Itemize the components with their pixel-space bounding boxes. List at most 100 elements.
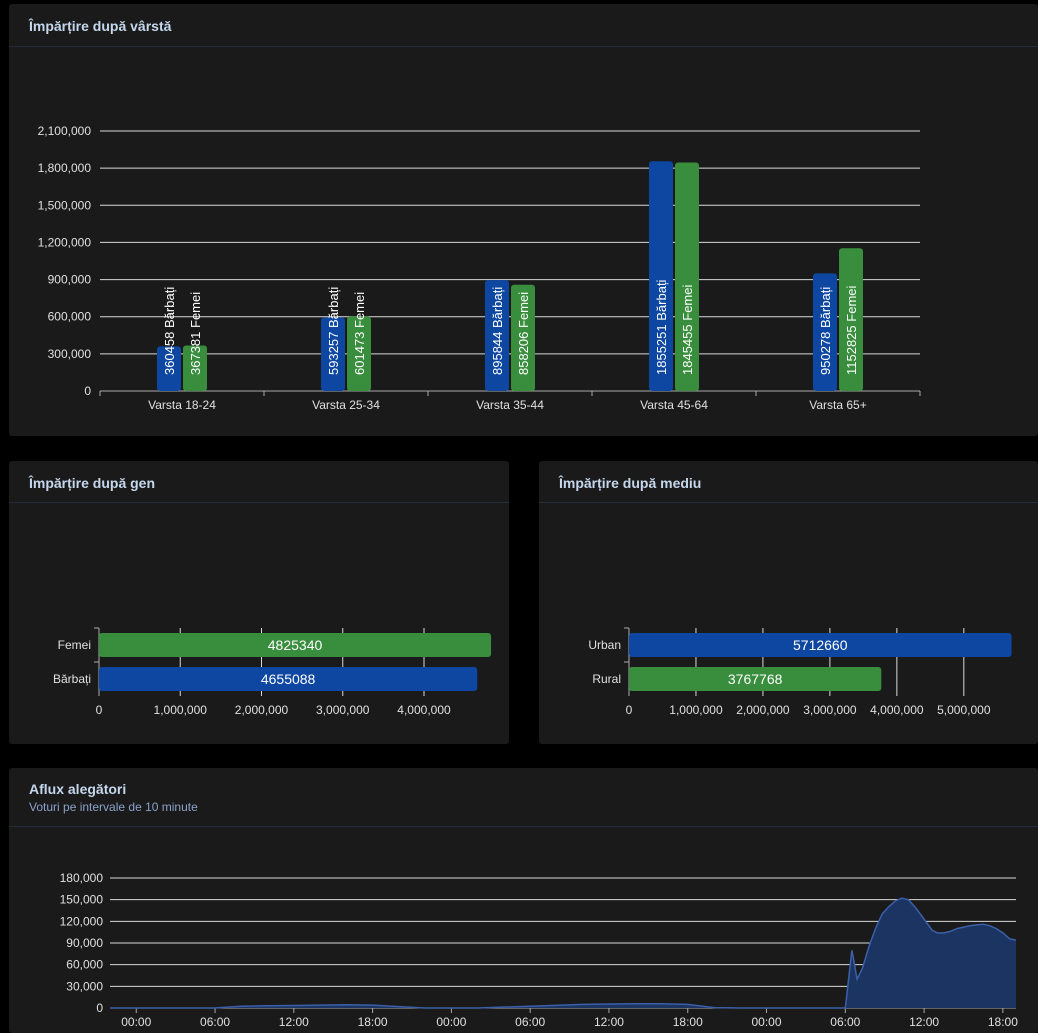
flow-panel-title: Aflux alegători <box>29 781 127 797</box>
data-label-series: Bărbați <box>490 287 505 328</box>
x-tick-label: 00:00 <box>436 1015 466 1029</box>
data-label-value: 950278 <box>818 332 833 375</box>
x-tick-label: 2,000,000 <box>235 703 289 717</box>
y-tick-label: 90,000 <box>66 936 103 950</box>
y-tick-label: 120,000 <box>60 914 104 928</box>
age-panel-header: Împărțire după vârstă <box>9 4 1038 47</box>
bar <box>629 667 882 691</box>
area-fill <box>110 898 1016 1008</box>
environment-panel-header: Împărțire după mediu <box>539 461 1038 503</box>
y-tick-label: Urban <box>588 638 621 652</box>
gender-panel: Împărțire după gen 0 1,000,000 2,000,000 3,… <box>9 461 509 744</box>
data-label-series: Bărbați <box>654 279 669 320</box>
data-label-value: 895844 <box>490 332 505 375</box>
x-tick-label: 3,000,000 <box>316 703 370 717</box>
x-tick-label: 5,000,000 <box>937 703 991 717</box>
x-tick-label: 0 <box>626 703 633 717</box>
y-tick-label: 300,000 <box>48 347 92 361</box>
data-label: 1152825 Femei <box>844 285 859 375</box>
x-tick-label: 1,000,000 <box>154 703 208 717</box>
x-tick-label: 06:00 <box>515 1015 545 1029</box>
data-label: 1845455 Femei <box>680 285 695 375</box>
x-tick-label: 3,000,000 <box>803 703 857 717</box>
data-label-series: Bărbați <box>162 287 177 328</box>
y-tick-label: 1,500,000 <box>38 198 92 212</box>
age-chart: 0 300,000 600,000 900,000 1,200,000 1,500,000… <box>38 124 921 412</box>
flow-chart: 0 30,000 60,000 90,000 120,000 150,000 180,000… <box>60 871 1019 1029</box>
environment-panel-title: Împărțire după mediu <box>559 475 702 491</box>
x-tick-label: 12:00 <box>909 1015 939 1029</box>
data-label: 1855251 Bărbați <box>654 279 669 375</box>
y-tick-label: 0 <box>96 1001 103 1015</box>
x-tick-label: 12:00 <box>594 1015 624 1029</box>
x-tick-label: Varsta 18-24 <box>148 398 216 412</box>
bar <box>649 161 673 391</box>
x-tick-label: 06:00 <box>200 1015 230 1029</box>
flow-panel: Aflux alegători Voturi pe intervale de 1… <box>9 768 1038 1033</box>
x-tick-label: 18:00 <box>673 1015 703 1029</box>
area-line <box>110 897 1017 1009</box>
y-tick-label: 30,000 <box>66 979 103 993</box>
environment-panel: Împărțire după mediu 0 1,000,000 2,000,000… <box>539 461 1038 744</box>
environment-chart: 0 1,000,000 2,000,000 3,000,000 4,000,000 5,0… <box>588 627 1012 717</box>
x-tick-label: 0 <box>96 703 103 717</box>
gender-panel-title: Împărțire după gen <box>29 475 156 491</box>
y-tick-label: 1,200,000 <box>38 235 92 249</box>
y-tick-label: 1,800,000 <box>38 161 92 175</box>
x-tick-label: 18:00 <box>988 1015 1018 1029</box>
y-tick-label: 0 <box>84 384 91 398</box>
data-label-series: Femei <box>352 292 367 328</box>
bar <box>839 248 863 391</box>
data-label-series: Femei <box>516 292 531 328</box>
x-tick-label: 4,000,000 <box>870 703 924 717</box>
data-label-value: 360458 <box>162 332 177 375</box>
data-label-value: 593257 <box>326 332 341 375</box>
data-label: 4655088 <box>261 671 316 687</box>
data-label-series: Femei <box>188 292 203 328</box>
age-panel-title: Împărțire după vârstă <box>29 18 172 34</box>
data-label: 3767768 <box>728 671 783 687</box>
bar <box>629 633 1012 657</box>
x-tick-label: 00:00 <box>752 1015 782 1029</box>
x-tick-label: 12:00 <box>279 1015 309 1029</box>
data-label-value: 1855251 <box>654 324 669 375</box>
x-tick-label: Varsta 25-34 <box>312 398 380 412</box>
data-label-series: Bărbați <box>818 287 833 328</box>
data-label-value: 1845455 <box>680 324 695 375</box>
y-tick-label: 150,000 <box>60 893 104 907</box>
x-tick-label: Varsta 65+ <box>809 398 866 412</box>
x-tick-label: 1,000,000 <box>669 703 723 717</box>
data-label: 601473 Femei <box>352 292 367 375</box>
bar <box>485 280 509 391</box>
data-label: 593257 Bărbați <box>326 287 341 375</box>
data-label: 4825340 <box>268 637 323 653</box>
data-label-value: 367381 <box>188 332 203 375</box>
y-tick-label: Rural <box>592 672 621 686</box>
bar <box>99 667 478 691</box>
data-label: 858206 Femei <box>516 292 531 375</box>
x-tick-label: 4,000,000 <box>397 703 451 717</box>
data-label-series: Femei <box>680 285 695 321</box>
x-tick-label: 2,000,000 <box>736 703 790 717</box>
flow-panel-subtitle: Voturi pe intervale de 10 minute <box>29 800 198 814</box>
data-label-value: 601473 <box>352 332 367 375</box>
data-label-series: Bărbați <box>326 287 341 328</box>
x-tick-label: 18:00 <box>358 1015 388 1029</box>
y-tick-label: 2,100,000 <box>38 124 92 138</box>
bar <box>511 284 535 391</box>
data-label-series: Femei <box>844 285 859 321</box>
data-label-value: 1152825 <box>844 325 859 375</box>
y-tick-label: 60,000 <box>66 958 103 972</box>
x-tick-label: Varsta 45-64 <box>640 398 708 412</box>
x-tick-label: Varsta 35-44 <box>476 398 544 412</box>
bar <box>675 162 699 391</box>
data-label: 895844 Bărbați <box>490 287 505 375</box>
data-label: 950278 Bărbați <box>818 287 833 375</box>
x-tick-label: 00:00 <box>121 1015 151 1029</box>
bar <box>321 317 345 391</box>
data-label-value: 858206 <box>516 332 531 375</box>
data-label: 5712660 <box>793 637 848 653</box>
gender-panel-header: Împărțire după gen <box>9 461 509 503</box>
y-tick-label: Bărbați <box>53 672 91 686</box>
x-tick-label: 06:00 <box>830 1015 860 1029</box>
